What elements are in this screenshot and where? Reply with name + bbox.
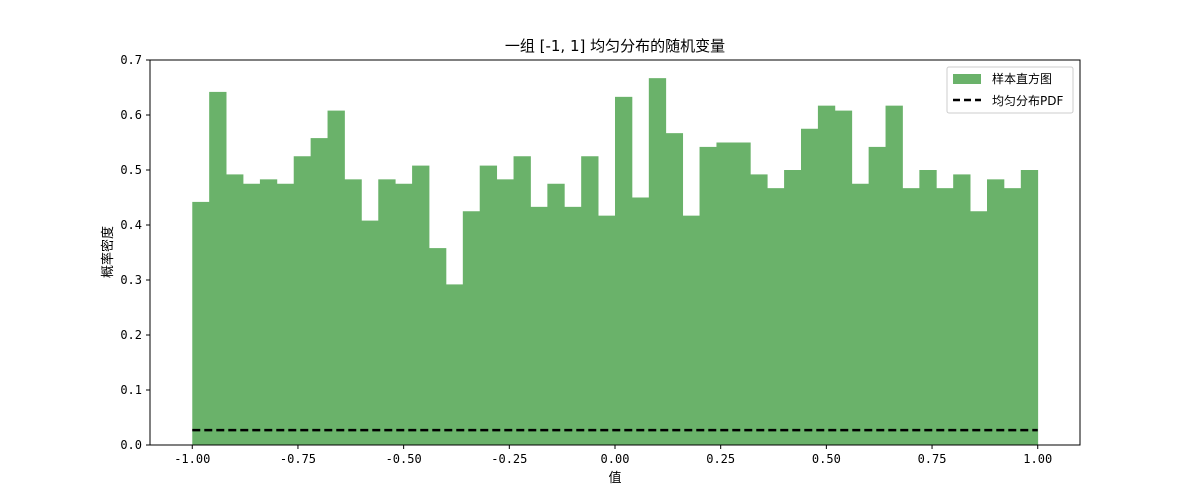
histogram-bar xyxy=(699,146,717,445)
histogram-bar xyxy=(226,174,244,445)
x-axis-ticks: -1.00 -0.75 -0.50 -0.25 0.00 0.25 0.50 0.75 1.00 xyxy=(174,445,1052,466)
x-tick-label: -0.50 xyxy=(386,452,422,466)
histogram-bar xyxy=(412,165,430,445)
legend-label-histogram: 样本直方图 xyxy=(992,71,1052,86)
histogram-bar xyxy=(733,142,751,445)
y-axis-label: 概率密度 xyxy=(100,226,116,278)
histogram-bar xyxy=(631,197,650,445)
histogram-bar xyxy=(1003,188,1022,445)
histogram-bar xyxy=(361,220,379,445)
y-tick-label: 0.1 xyxy=(120,383,142,397)
histogram-bar xyxy=(716,142,734,445)
histogram-bar xyxy=(259,179,278,445)
histogram-bar xyxy=(378,179,396,445)
histogram-bar xyxy=(817,105,836,446)
histogram-bar xyxy=(327,110,345,445)
histogram-bar xyxy=(445,284,464,445)
histogram-bar xyxy=(970,211,988,445)
histogram-bar xyxy=(192,201,210,445)
legend-label-pdf: 均匀分布PDF xyxy=(992,94,1063,108)
histogram-bar xyxy=(276,183,295,445)
histogram-bar xyxy=(293,156,312,445)
histogram-bar xyxy=(344,179,362,445)
histogram-bar xyxy=(682,215,700,445)
histogram-bar xyxy=(784,170,802,445)
histogram-bar xyxy=(902,188,920,445)
histogram-bar xyxy=(429,248,447,445)
histogram-bar xyxy=(479,165,498,445)
y-tick-label: 0.4 xyxy=(120,218,142,232)
histogram-bar xyxy=(462,211,481,445)
y-tick-label: 0.0 xyxy=(120,438,142,452)
histogram-bar xyxy=(1020,170,1039,445)
histogram-bar xyxy=(581,156,599,445)
y-tick-label: 0.3 xyxy=(120,273,142,287)
x-tick-label: -0.25 xyxy=(491,452,527,466)
histogram-bar xyxy=(936,188,954,445)
x-tick-label: 0.25 xyxy=(706,452,735,466)
histogram-bar xyxy=(530,206,548,445)
chart-title: 一组 [-1, 1] 均匀分布的随机变量 xyxy=(505,37,725,55)
x-tick-label: 1.00 xyxy=(1023,452,1052,466)
y-tick-label: 0.5 xyxy=(120,163,142,177)
histogram-bar xyxy=(648,78,667,446)
x-tick-label: -1.00 xyxy=(174,452,210,466)
histogram-bar xyxy=(598,215,616,445)
histogram-bar xyxy=(953,174,971,445)
histogram-bar xyxy=(834,110,853,445)
x-tick-label: 0.50 xyxy=(812,452,841,466)
histogram-bar xyxy=(868,146,886,445)
histogram-bar xyxy=(395,183,413,445)
x-tick-label: -0.75 xyxy=(280,452,316,466)
x-tick-label: 0.00 xyxy=(601,452,630,466)
y-tick-label: 0.6 xyxy=(120,108,142,122)
histogram-bar xyxy=(767,188,785,445)
legend-swatch-histogram xyxy=(953,74,981,84)
histogram-bar xyxy=(885,105,903,446)
y-tick-label: 0.7 xyxy=(120,53,142,67)
histogram-bar xyxy=(209,91,227,446)
histogram-bar xyxy=(547,183,565,445)
histogram-bar xyxy=(243,183,261,445)
histogram-bar xyxy=(564,206,582,445)
histogram-bars xyxy=(192,78,1039,446)
legend: 样本直方图 均匀分布PDF xyxy=(946,66,1074,114)
histogram-bar xyxy=(513,156,531,445)
histogram-bar xyxy=(665,133,684,445)
histogram-bar xyxy=(801,128,819,445)
x-axis-label: 值 xyxy=(608,470,621,486)
histogram-bar xyxy=(851,183,870,445)
histogram-bar xyxy=(310,138,328,445)
x-tick-label: 0.75 xyxy=(918,452,947,466)
histogram-bar xyxy=(750,174,768,445)
histogram-bar xyxy=(987,179,1005,445)
histogram-bar xyxy=(919,170,937,445)
y-tick-label: 0.2 xyxy=(120,328,142,342)
y-axis-ticks: 0.0 0.1 0.2 0.3 0.4 0.5 0.6 0.7 xyxy=(120,53,150,452)
histogram-bar xyxy=(615,96,633,445)
histogram-bar xyxy=(496,179,514,445)
